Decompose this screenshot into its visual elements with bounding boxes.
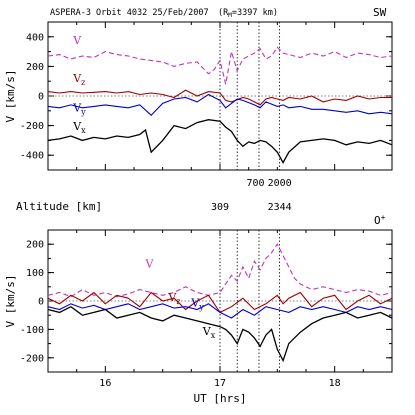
altitude-label: Altitude [km] [16,200,102,213]
p1-series-label-v: V [144,257,154,270]
header-left: ASPERA-3 Orbit 4032 25/Feb/2007 [50,8,209,18]
p1-xtick-label-2: 18 [329,378,341,389]
p1-corner-label: O+ [374,213,386,227]
p1-xlabel: UT [hrs] [194,392,247,405]
p0-ytick-label-4: -400 [20,151,44,162]
p0-series-vx [47,119,393,164]
p0-ytick-label-0: 400 [26,32,44,43]
p0-ytick-label-3: -200 [20,121,44,132]
p0-series-label-v: V [72,34,82,47]
p0-ytick-label-1: 200 [26,62,44,73]
p1-series-label-vy: Vy [190,297,204,312]
p1-xtick-label-1: 17 [214,378,226,389]
bottom-panel: 200 100 0 -100 -200 V Vz Vy Vx V [km/s] O+ 16 17 18 UT… [4,213,393,405]
p0-series-label-vz: Vz [72,72,85,87]
p1-ytick-label-2: 0 [38,297,44,308]
header-right: SW [373,6,387,19]
p0-series-vy [47,93,393,116]
altitude-upper-tick-1: 2000 [268,178,292,189]
altitude-upper-tick-0: 700 [247,178,265,189]
p0-ytick-label-2: 0 [38,92,44,103]
p1-series-vx [47,305,393,363]
header-rm: (RM=3397 km) [218,8,278,19]
p1-series-label-vz: Vz [167,291,180,306]
p0-series-label-vy: Vy [72,102,86,117]
altitude-lower-tick-0: 309 [211,202,229,213]
p1-series-label-vx: Vx [202,325,216,340]
p1-ytick-label-4: -200 [20,353,44,364]
p1-ytick-label-0: 200 [26,240,44,251]
altitude-band: Altitude [km] 700 2000 309 2344 [16,178,292,213]
p1-xtick-label-0: 16 [99,378,111,389]
p0-series-vz [47,89,392,106]
p1-ytick-label-3: -100 [20,325,44,336]
p0-series-label-vx: Vx [72,120,86,135]
p1-ylabel: V [km/s] [4,275,17,328]
p1-series-vz [47,291,393,314]
p1-ytick-label-1: 100 [26,268,44,279]
p0-ylabel: V [km/s] [4,70,17,123]
p0-series-v [47,46,393,85]
altitude-lower-tick-1: 2344 [268,202,292,213]
top-panel: 400 200 0 -200 -400 V Vz Vy Vx V [km/s] [4,21,393,171]
